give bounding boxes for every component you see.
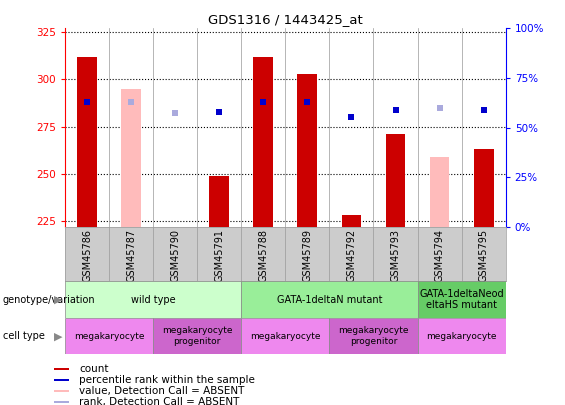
Bar [65,281,241,318]
Text: count: count [79,364,108,374]
Text: GATA-1deltaN mutant: GATA-1deltaN mutant [277,295,382,305]
Bar [341,215,362,227]
Bar [385,134,406,227]
Bar [429,157,450,227]
Text: genotype/variation: genotype/variation [3,295,95,305]
Text: wild type: wild type [131,295,175,305]
Text: megakaryocyte: megakaryocyte [427,332,497,341]
Bar [54,390,69,392]
Text: megakaryocyte: megakaryocyte [250,332,320,341]
Text: GSM45789: GSM45789 [302,229,312,282]
Text: GSM45794: GSM45794 [434,229,445,282]
Text: ▶: ▶ [54,331,63,341]
Text: GSM45788: GSM45788 [258,229,268,282]
Text: cell type: cell type [3,331,45,341]
Text: value, Detection Call = ABSENT: value, Detection Call = ABSENT [79,386,245,396]
Text: megakaryocyte
progenitor: megakaryocyte progenitor [162,326,232,346]
Bar [418,318,506,354]
Bar [54,379,69,382]
Bar [65,318,153,354]
Bar [253,57,273,227]
Title: GDS1316 / 1443425_at: GDS1316 / 1443425_at [208,13,363,26]
Bar [418,281,506,318]
Bar [473,149,494,227]
Text: GSM45790: GSM45790 [170,229,180,282]
Text: GSM45786: GSM45786 [82,229,92,282]
Bar [241,318,329,354]
Bar [121,89,141,227]
Bar [54,368,69,371]
Text: GSM45795: GSM45795 [479,229,489,282]
Bar [54,401,69,403]
Bar [297,74,318,227]
Bar [209,176,229,227]
Text: GSM45793: GSM45793 [390,229,401,282]
Text: percentile rank within the sample: percentile rank within the sample [79,375,255,385]
Text: GSM45792: GSM45792 [346,229,357,282]
Bar [329,318,418,354]
Bar [241,281,418,318]
Text: megakaryocyte: megakaryocyte [74,332,144,341]
Text: GSM45791: GSM45791 [214,229,224,282]
Text: GSM45787: GSM45787 [126,229,136,282]
Text: GATA-1deltaNeod
eltaHS mutant: GATA-1deltaNeod eltaHS mutant [419,289,504,311]
Text: ▶: ▶ [54,295,63,305]
Text: rank, Detection Call = ABSENT: rank, Detection Call = ABSENT [79,397,240,405]
Bar [77,57,97,227]
Text: megakaryocyte
progenitor: megakaryocyte progenitor [338,326,408,346]
Bar [153,318,241,354]
